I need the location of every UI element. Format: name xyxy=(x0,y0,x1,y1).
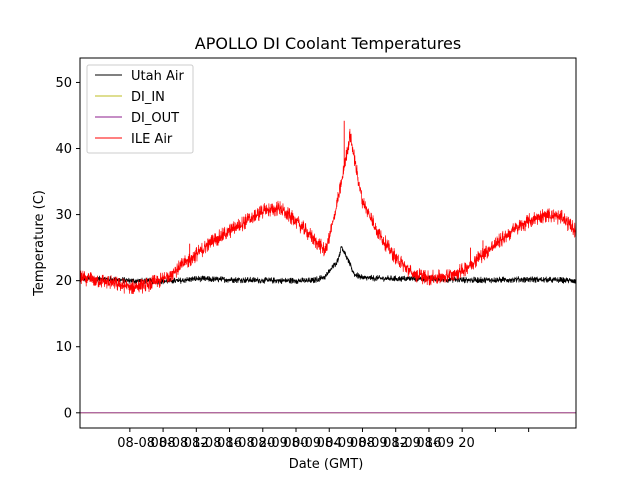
legend: Utah Air DI_IN DI_OUT ILE Air xyxy=(86,64,194,154)
x-tick-label: 08-08 16 xyxy=(184,436,242,451)
x-tick-label: 08-09 20 xyxy=(416,436,474,451)
x-tick-label: 08-08 20 xyxy=(217,436,275,451)
legend-label: Utah Air xyxy=(131,69,184,84)
x-axis-label: Date (GMT) xyxy=(289,457,364,472)
x-tick-label: 08-08 08 xyxy=(117,436,175,451)
x-tick-label: 08-09 08 xyxy=(317,436,375,451)
y-tick-label: 0 xyxy=(64,406,72,421)
legend-label: DI_IN xyxy=(131,90,165,105)
x-tick-label: 08-09 04 xyxy=(283,436,341,451)
chart-title: APOLLO DI Coolant Temperatures xyxy=(195,34,461,53)
x-tick-label: 08-09 12 xyxy=(350,436,408,451)
series-line-ile-air xyxy=(80,128,576,295)
y-axis-label: Temperature (C) xyxy=(32,190,47,297)
x-tick-label: 08-09 00 xyxy=(250,436,308,451)
y-tick-label: 10 xyxy=(55,340,72,355)
series-layer xyxy=(80,120,576,414)
plot-area-frame xyxy=(79,57,577,429)
y-tick-label: 50 xyxy=(55,76,72,91)
y-tick-label: 30 xyxy=(55,208,72,223)
legend-label: DI_OUT xyxy=(131,111,179,126)
legend-box xyxy=(86,64,194,154)
x-tick-label: 08-09 16 xyxy=(383,436,441,451)
y-tick-label: 20 xyxy=(55,274,72,289)
y-tick-label: 40 xyxy=(55,142,72,157)
legend-label: ILE Air xyxy=(131,132,173,147)
x-tick-label: 08-08 12 xyxy=(150,436,208,451)
y-axis-ticks: 0 10 20 30 40 50 xyxy=(55,76,80,421)
